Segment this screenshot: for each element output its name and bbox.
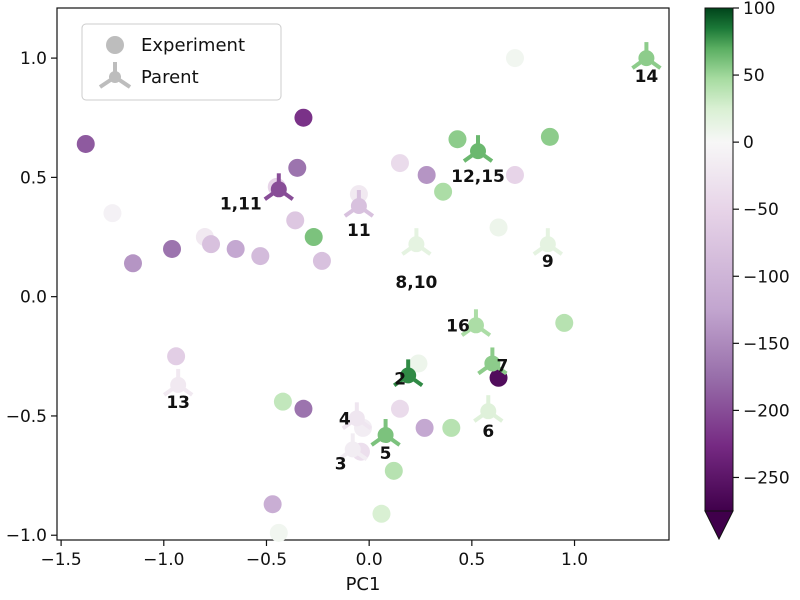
experiment-point bbox=[76, 134, 95, 153]
x-tick-label: 0.0 bbox=[356, 550, 383, 570]
y-tick-label: 0.5 bbox=[20, 168, 47, 188]
parent-marker bbox=[341, 402, 373, 430]
parent-points bbox=[163, 42, 662, 461]
parent-marker bbox=[163, 368, 194, 397]
parent-marker bbox=[462, 135, 494, 163]
parent-marker bbox=[393, 359, 424, 388]
parent-marker bbox=[337, 433, 368, 461]
experiment-point bbox=[251, 247, 270, 266]
y-axis: 1.0 0.5 0.0 −0.5 −1.0 bbox=[6, 49, 57, 546]
experiment-point bbox=[288, 158, 307, 177]
experiment-point bbox=[294, 108, 313, 127]
x-tick-label: −1.0 bbox=[143, 550, 184, 570]
colorbar-tick-label: −150 bbox=[743, 334, 790, 354]
parent-marker bbox=[263, 173, 294, 201]
experiment-point bbox=[286, 211, 305, 230]
parent-label: 6 bbox=[482, 422, 494, 442]
experiment-point bbox=[417, 165, 436, 184]
parent-label: 5 bbox=[380, 444, 392, 464]
y-tick-label: −1.0 bbox=[6, 526, 47, 546]
experiment-point bbox=[167, 347, 186, 366]
legend-box bbox=[81, 23, 282, 101]
parent-marker bbox=[460, 309, 492, 337]
experiment-point bbox=[505, 165, 524, 184]
parent-marker bbox=[401, 228, 432, 256]
parent-marker bbox=[343, 190, 375, 218]
parent-label: 8,10 bbox=[395, 273, 437, 293]
experiment-point bbox=[163, 239, 182, 258]
x-axis-title: PC1 bbox=[346, 574, 381, 595]
experiment-point bbox=[505, 49, 524, 68]
experiment-point bbox=[555, 313, 574, 332]
legend-experiment-label: Experiment bbox=[141, 35, 245, 56]
parent-marker bbox=[631, 42, 662, 70]
experiment-point bbox=[448, 130, 467, 149]
experiment-point bbox=[434, 182, 453, 201]
y-tick-label: 0.0 bbox=[20, 288, 47, 308]
experiment-point bbox=[273, 392, 292, 411]
colorbar-body bbox=[704, 7, 734, 512]
parent-marker bbox=[477, 347, 508, 376]
x-tick-label: 0.5 bbox=[458, 550, 485, 570]
parent-marker bbox=[370, 419, 401, 447]
experiment-point bbox=[390, 154, 409, 173]
experiment-point bbox=[123, 254, 142, 273]
experiment-point bbox=[263, 495, 282, 514]
parent-label: 1,11 bbox=[220, 194, 262, 214]
experiment-point bbox=[415, 418, 434, 437]
experiment-point bbox=[384, 461, 403, 480]
parent-label: 11 bbox=[347, 221, 371, 241]
colorbar-tick-label: −100 bbox=[743, 267, 790, 287]
parent-label: 16 bbox=[446, 316, 470, 336]
experiment-point bbox=[409, 354, 428, 373]
legend: Experiment Parent bbox=[81, 23, 282, 101]
parent-label: 4 bbox=[339, 409, 351, 429]
parent-labels: 14 12,15 1,11 11 8,10 9 16 7 2 13 4 6 5 3 bbox=[166, 67, 658, 474]
experiment-point bbox=[103, 204, 122, 223]
y-tick-label: −0.5 bbox=[6, 407, 47, 427]
parent-label: 3 bbox=[335, 454, 347, 474]
x-tick-label: −0.5 bbox=[246, 550, 287, 570]
experiment-point bbox=[372, 504, 391, 523]
y-tick-label: 1.0 bbox=[20, 49, 47, 69]
parent-marker bbox=[532, 228, 563, 256]
x-tick-label: −1.5 bbox=[40, 550, 81, 570]
colorbar-tick-label: −250 bbox=[743, 468, 790, 488]
experiment-point bbox=[390, 399, 409, 418]
parent-label: 2 bbox=[394, 369, 406, 389]
x-tick-label: 1.0 bbox=[561, 550, 588, 570]
parent-label: 14 bbox=[635, 67, 659, 87]
colorbar-extend-arrow bbox=[704, 510, 734, 541]
experiment-point bbox=[442, 418, 461, 437]
colorbar-tick-label: 100 bbox=[743, 0, 775, 19]
experiment-point bbox=[489, 218, 508, 237]
parent-label: 9 bbox=[542, 252, 554, 272]
experiment-point bbox=[269, 523, 288, 542]
legend-parent-label: Parent bbox=[141, 67, 199, 88]
legend-parent-marker bbox=[98, 62, 132, 89]
experiment-point bbox=[304, 228, 323, 247]
experiment-point bbox=[202, 235, 221, 254]
colorbar-tick-label: −50 bbox=[743, 200, 779, 220]
x-axis: −1.5 −1.0 −0.5 0.0 0.5 1.0 bbox=[40, 540, 588, 570]
experiment-point bbox=[312, 251, 331, 270]
experiment-point bbox=[540, 127, 559, 146]
parent-marker bbox=[473, 395, 504, 423]
experiment-point bbox=[226, 239, 245, 258]
colorbar: 100 50 0 −50 −100 −150 −200 −250 bbox=[704, 0, 790, 541]
colorbar-ticks: 100 50 0 −50 −100 −150 −200 −250 bbox=[733, 0, 790, 488]
legend-experiment-marker bbox=[106, 36, 124, 54]
parent-label: 7 bbox=[496, 356, 508, 376]
parent-label: 12,15 bbox=[451, 167, 505, 187]
colorbar-tick-label: −200 bbox=[743, 401, 790, 421]
colorbar-tick-label: 50 bbox=[743, 66, 765, 86]
parent-label: 13 bbox=[166, 393, 190, 413]
colorbar-tick-label: 0 bbox=[743, 133, 754, 153]
experiment-point bbox=[294, 399, 313, 418]
